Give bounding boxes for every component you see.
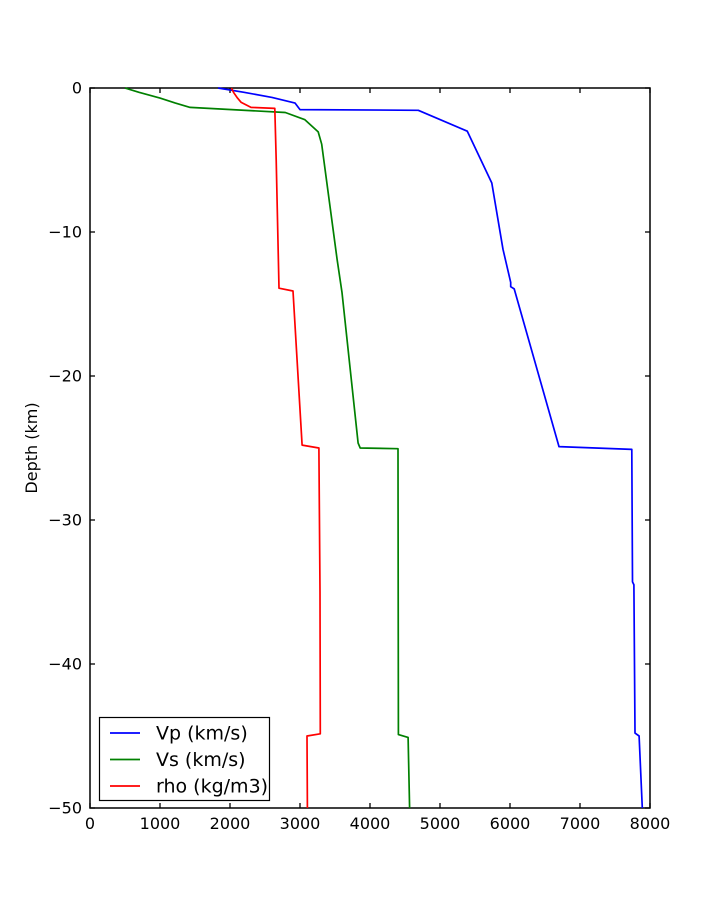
y-tick-label: −30 — [48, 511, 82, 530]
y-tick-label: −20 — [48, 367, 82, 386]
x-tick-label: 8000 — [630, 814, 671, 833]
legend-label-vp: Vp (km/s) — [156, 723, 248, 745]
x-tick-label: 5000 — [420, 814, 461, 833]
y-axis-label: Depth (km) — [22, 402, 41, 493]
x-tick-label: 2000 — [210, 814, 251, 833]
legend-label-vs: Vs (km/s) — [156, 749, 246, 771]
y-tick-label: −40 — [48, 655, 82, 674]
legend: Vp (km/s) Vs (km/s) rho (kg/m3) — [98, 716, 271, 802]
y-tick-label: 0 — [72, 79, 82, 98]
x-tick-label: 3000 — [280, 814, 321, 833]
legend-label-rho: rho (kg/m3) — [156, 776, 268, 798]
rho-line — [230, 87, 322, 809]
vp-line — [217, 87, 644, 809]
vs-line — [124, 87, 411, 809]
axes: 0 1000 2000 3000 4000 5000 6000 7000 8000 0 −10 −20… — [48, 79, 670, 834]
x-tick-label: 7000 — [560, 814, 601, 833]
x-tick-label: 6000 — [490, 814, 531, 833]
x-tick-label: 1000 — [140, 814, 181, 833]
x-tick-label: 4000 — [350, 814, 391, 833]
y-tick-label: −10 — [48, 223, 82, 242]
x-tick-label: 0 — [85, 814, 95, 833]
series — [124, 87, 644, 809]
y-tick-label: −50 — [48, 799, 82, 818]
